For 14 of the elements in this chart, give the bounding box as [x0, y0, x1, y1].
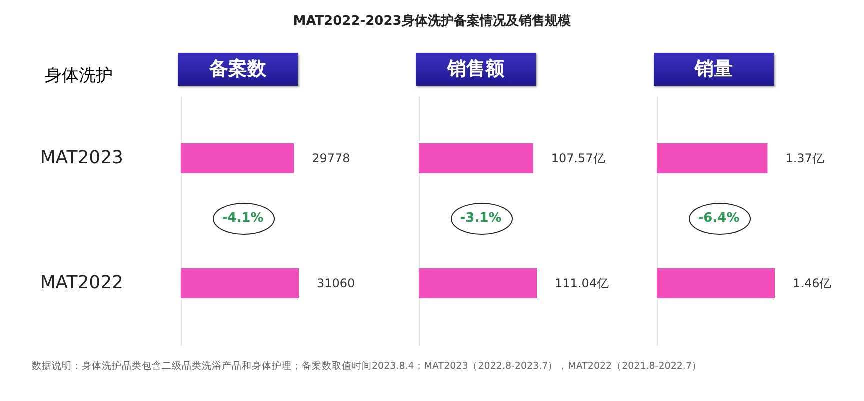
chart-title: 销量	[654, 53, 774, 86]
data-label: 107.57亿	[551, 152, 606, 166]
data-label: 31060	[317, 276, 356, 290]
data-label: 1.37亿	[786, 152, 824, 166]
data-label: 29778	[312, 152, 350, 166]
chart-title: 销售额	[416, 53, 536, 86]
y-axis-title: 身体洗护	[45, 65, 113, 87]
y-tick-label: MAT2023	[40, 148, 124, 168]
y-tick-label: MAT2022	[40, 272, 124, 294]
text: 数据说明：身体洗护品类包含二级品类洗浴产品和身体护理；备案数取值时间2023.8.4；MAT2023（2022.8-2023.7），MAT2022（2021.8-2022.7）	[32, 360, 702, 373]
data-label: 1.46亿	[793, 276, 832, 290]
text: MAT2022-2023身体洗护备案情况及销售规模	[292, 12, 572, 30]
chart-title: 备案数	[178, 53, 298, 86]
data-label: 111.04亿	[555, 276, 609, 290]
